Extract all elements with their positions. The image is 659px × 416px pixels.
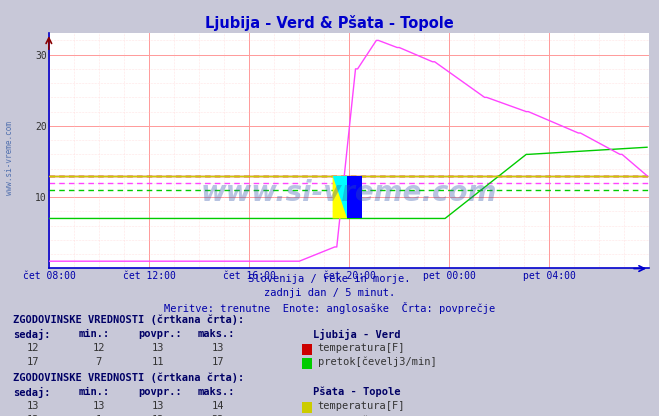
Text: povpr.:: povpr.:	[138, 329, 182, 339]
Text: 7: 7	[96, 357, 102, 367]
Text: 13: 13	[27, 401, 39, 411]
Text: zadnji dan / 5 minut.: zadnji dan / 5 minut.	[264, 288, 395, 298]
Text: min.:: min.:	[79, 329, 110, 339]
Text: temperatura[F]: temperatura[F]	[318, 343, 405, 353]
Text: www.si-vreme.com: www.si-vreme.com	[5, 121, 14, 195]
Text: pretok[čevelj3/min]: pretok[čevelj3/min]	[318, 357, 436, 367]
Text: 13: 13	[27, 415, 39, 416]
Text: ZGODOVINSKE VREDNOSTI (črtkana črta):: ZGODOVINSKE VREDNOSTI (črtkana črta):	[13, 372, 244, 383]
Text: 12: 12	[152, 415, 164, 416]
Text: povpr.:: povpr.:	[138, 387, 182, 397]
Text: Ljubija - Verd: Ljubija - Verd	[313, 329, 401, 340]
Text: 11: 11	[152, 357, 164, 367]
Text: Pšata - Topole: Pšata - Topole	[313, 387, 401, 397]
Text: www.si-vreme.com: www.si-vreme.com	[201, 179, 498, 207]
Text: 12: 12	[27, 343, 39, 353]
Text: maks.:: maks.:	[198, 387, 235, 397]
Text: 13: 13	[212, 343, 223, 353]
Text: 12: 12	[93, 343, 105, 353]
Bar	[347, 176, 362, 218]
Text: Slovenija / reke in morje.: Slovenija / reke in morje.	[248, 274, 411, 284]
Text: 32: 32	[212, 415, 223, 416]
Text: 17: 17	[27, 357, 39, 367]
Text: maks.:: maks.:	[198, 329, 235, 339]
Text: ZGODOVINSKE VREDNOSTI (črtkana črta):: ZGODOVINSKE VREDNOSTI (črtkana črta):	[13, 314, 244, 324]
Text: 17: 17	[212, 357, 223, 367]
Text: temperatura[F]: temperatura[F]	[318, 401, 405, 411]
Text: 13: 13	[152, 401, 164, 411]
Text: 1: 1	[96, 415, 102, 416]
Text: min.:: min.:	[79, 387, 110, 397]
Bar	[333, 176, 362, 218]
Text: 14: 14	[212, 401, 223, 411]
Text: 13: 13	[93, 401, 105, 411]
Polygon shape	[333, 176, 347, 218]
Text: Ljubija - Verd & Pšata - Topole: Ljubija - Verd & Pšata - Topole	[205, 15, 454, 30]
Text: pretok[čevelj3/min]: pretok[čevelj3/min]	[318, 415, 436, 416]
Text: sedaj:: sedaj:	[13, 387, 51, 398]
Text: 13: 13	[152, 343, 164, 353]
Text: sedaj:: sedaj:	[13, 329, 51, 340]
Text: Meritve: trenutne  Enote: anglosaške  Črta: povprečje: Meritve: trenutne Enote: anglosaške Črta…	[164, 302, 495, 314]
